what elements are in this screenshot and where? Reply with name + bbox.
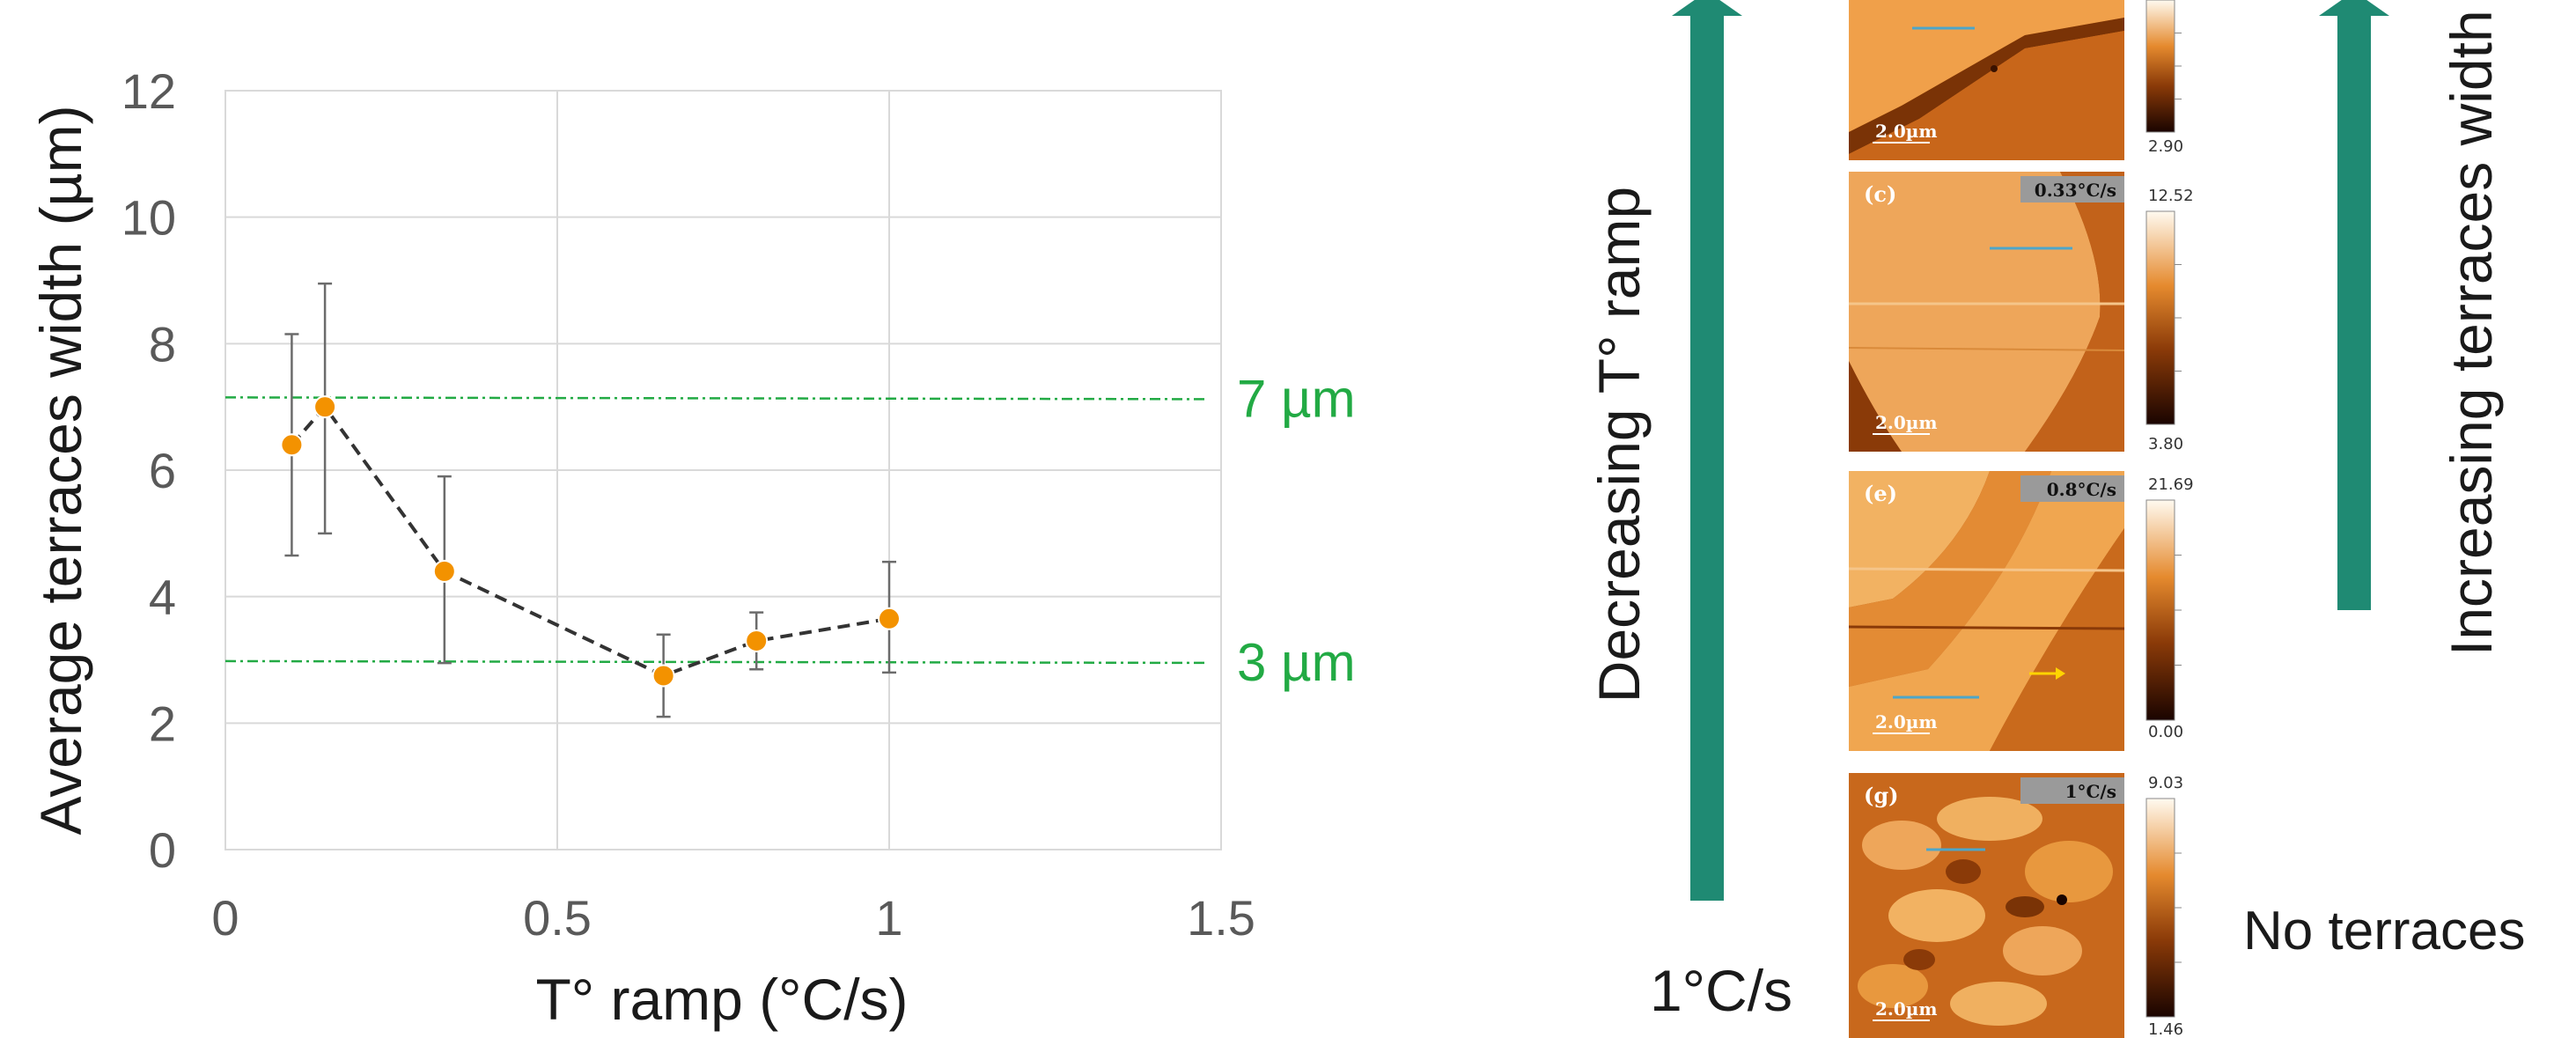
y-tick-label: 8 <box>149 316 176 372</box>
rate-badge <box>2020 777 2124 804</box>
increasing-width-label: Increasing terraces width <box>2439 10 2504 656</box>
data-point <box>651 664 675 688</box>
data-point <box>313 395 337 419</box>
colorbar <box>2145 210 2175 425</box>
afm-colorbars: 2.90 12.52 3.80 21.69 0.00 9.03 1.46 <box>2145 0 2194 1038</box>
reference-line <box>224 396 1208 401</box>
rate-badge-label: 0.33°C/s <box>2035 180 2116 201</box>
reference-line <box>224 659 1208 665</box>
data-point <box>432 559 456 583</box>
rate-badge <box>2020 475 2124 502</box>
x-axis-label: T° ramp (°C/s) <box>535 967 908 1032</box>
colorbar-min-label: 0.00 <box>2148 723 2183 741</box>
reference-label: 3 µm <box>1237 633 1356 692</box>
decreasing-ramp-label: Decreasing T° ramp <box>1586 187 1652 703</box>
scale-bar-label: 2.0µm <box>1875 998 1938 1020</box>
x-tick-labels: 0 0.5 1 1.5 <box>211 890 1255 946</box>
y-tick-label: 0 <box>149 822 176 878</box>
data-point <box>745 629 769 652</box>
colorbar-min-label: 2.90 <box>2148 137 2183 156</box>
x-tick-label: 0.5 <box>523 890 592 946</box>
arrow-head-right-icon <box>2319 0 2389 16</box>
afm-panel-letter: (g) <box>1864 783 1899 808</box>
afm-panel-letter: (c) <box>1864 181 1896 207</box>
afm-panel-labels: 2.0µm (c) 0.33°C/s 2.0µm (e) 0.8°C/s 2.0µm (g) 1… <box>1864 121 2124 1021</box>
y-tick-label: 4 <box>149 570 176 625</box>
afm-panel-letter: (e) <box>1864 481 1897 506</box>
reference-labels: 7 µm 3 µm <box>1237 369 1356 692</box>
gridlines <box>224 90 1222 850</box>
y-tick-label: 12 <box>121 63 176 119</box>
data-points <box>280 395 901 688</box>
y-tick-labels: 0 2 4 6 8 10 12 <box>121 63 176 878</box>
colorbar-max-label: 12.52 <box>2148 187 2194 205</box>
afm-panel-2 <box>1849 471 2124 751</box>
colorbar <box>2145 0 2175 133</box>
y-tick-label: 2 <box>149 696 176 751</box>
arrow-shaft <box>1690 16 1724 901</box>
scale-bar-label: 2.0µm <box>1875 412 1938 433</box>
afm-panel-0 <box>1849 0 2124 160</box>
arrow-shaft-right <box>2337 16 2371 610</box>
afm-panel-3 <box>1849 773 2124 1038</box>
data-point <box>878 607 901 630</box>
y-axis-label: Average terraces width (µm) <box>28 105 93 835</box>
decreasing-ramp-arrow <box>1672 0 1742 901</box>
colorbar-max-label: 21.69 <box>2148 475 2194 494</box>
colorbar-min-label: 1.46 <box>2148 1020 2183 1038</box>
ramp-1-label: 1°C/s <box>1650 958 1792 1023</box>
rate-badge-label: 0.8°C/s <box>2047 479 2116 500</box>
plot-area <box>224 90 1222 850</box>
colorbar-min-label: 3.80 <box>2148 435 2183 453</box>
rate-badge-label: 1°C/s <box>2065 781 2116 802</box>
colorbar <box>2145 798 2175 1018</box>
arrow-head-icon <box>1672 0 1742 16</box>
scale-bar-label: 2.0µm <box>1875 711 1938 732</box>
scale-bar-label: 2.0µm <box>1875 121 1938 142</box>
rate-badge <box>2020 176 2124 202</box>
colorbar-max-label: 9.03 <box>2148 774 2183 792</box>
x-tick-label: 1 <box>875 890 902 946</box>
error-bars <box>284 282 896 718</box>
reference-label: 7 µm <box>1237 369 1356 428</box>
y-tick-label: 10 <box>121 190 176 246</box>
y-tick-label: 6 <box>149 443 176 498</box>
no-terraces-label: No terraces <box>2243 901 2525 961</box>
reference-lines <box>224 396 1208 665</box>
data-point <box>280 433 304 457</box>
increasing-width-arrow <box>2319 0 2389 610</box>
x-tick-label: 1.5 <box>1187 890 1255 946</box>
afm-panel-1 <box>1849 172 2124 452</box>
x-tick-label: 0 <box>211 890 239 946</box>
colorbar <box>2145 499 2175 721</box>
